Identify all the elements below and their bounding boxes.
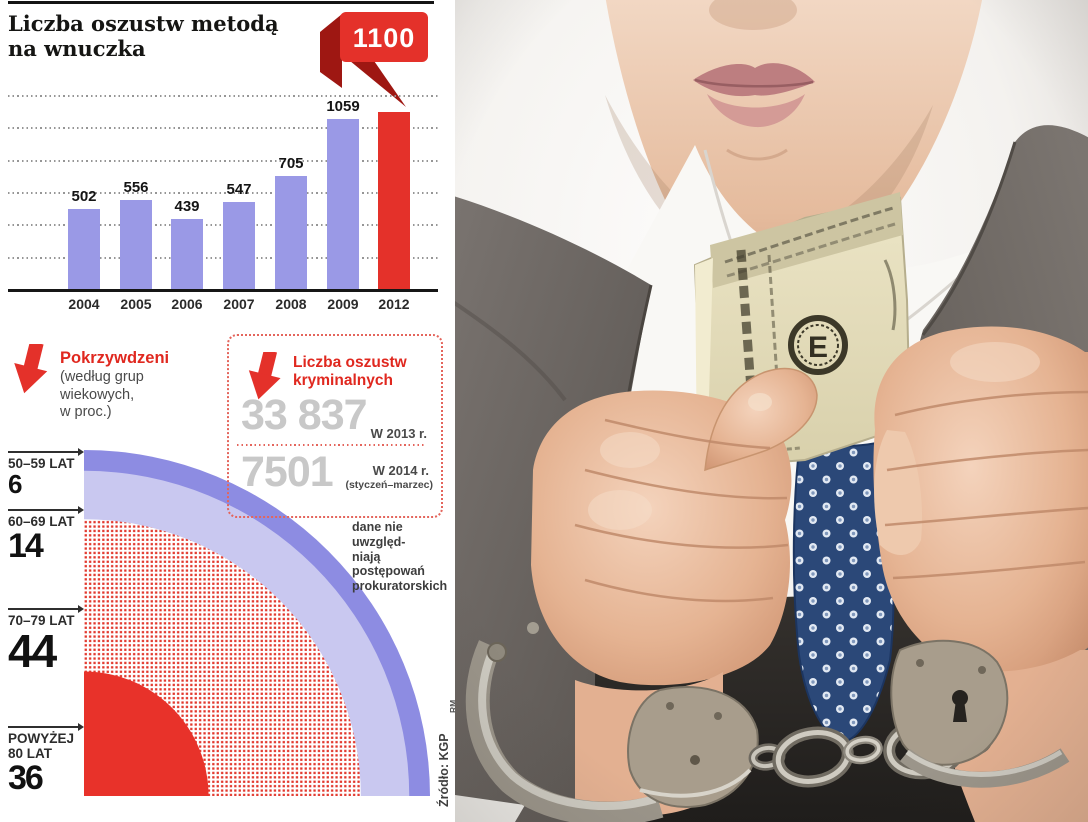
age-group-0: 50–59 LAT 6 [8,448,94,500]
age-group-value: 6 [8,469,22,500]
callout-fold [320,14,342,88]
age-group-3: POWYŻEJ 80 LAT 36 [8,723,94,798]
age-group-value: 36 [8,759,44,798]
bar-value-label: 547 [226,181,252,198]
bar-value-label: 556 [123,179,149,196]
age-group-quarter-chart [84,450,430,796]
down-arrow-icon [248,352,281,400]
fraud-count-2013: 33 837 [241,391,368,439]
victims-title: Pokrzywdzeni [60,349,170,367]
bar-2009 [327,119,359,290]
x-axis-year-label: 2009 [327,296,359,312]
bar-2012 [378,112,410,290]
bar-value-label: 705 [278,155,304,172]
age-group-label: 70–79 LAT [8,613,75,628]
victims-subtitle: (według grup wiekowych, w proc.) [60,369,144,421]
x-axis-year-label: 2006 [171,296,203,312]
down-arrow-icon [14,344,48,394]
fraud-period-2014: W 2014 r. [372,463,429,478]
bar-value-label: 1059 [326,98,360,115]
fraud-infographic-panel: Liczba oszustw metodą na wnuczka 1100 50… [0,0,458,822]
criminal-fraud-box: Liczba oszustw kryminalnych 33 837 W 201… [227,334,443,518]
bar-value-label: 502 [71,188,97,205]
age-group-label: 60–69 LAT [8,514,75,529]
x-axis-year-label: 2008 [275,296,307,312]
age-group-value: 14 [8,527,44,566]
fraud-period-2013: W 2013 r. [370,426,427,441]
source-label: Źródło: KGP [437,733,451,807]
callout-value: 1100 [353,23,416,53]
x-axis-year-label: 2012 [378,296,410,312]
fraud-box-title: Liczba oszustw kryminalnych [293,354,407,390]
age-group-label: 50–59 LAT [8,456,75,471]
x-axis-year-label: 2005 [120,296,152,312]
callout-arrow [344,56,406,107]
fraud-count-2014: 7501 [241,448,334,496]
x-axis-year-label: 2004 [68,296,100,312]
gridline [8,159,438,162]
photo-vignette [455,0,1088,822]
gridline [8,127,438,130]
chart-title: Liczba oszustw metodą na wnuczka [8,11,279,61]
photo-handcuffed-businessman-with-money: E [455,0,1088,822]
bar-2008 [275,176,307,290]
gridline [8,192,438,194]
dotted-separator [237,444,425,446]
x-axis-year-label: 2007 [223,296,255,312]
pointer-line [8,723,84,731]
pointer-line [8,605,84,613]
fraud-period-2014-detail: (styczeń–marzec) [345,479,433,491]
bar-2005 [120,200,152,290]
age-group-2: 70–79 LAT 44 [8,605,94,678]
age-group-1: 60–69 LAT 14 [8,506,94,566]
age-group-label: POWYŻEJ 80 LAT [8,731,75,762]
x-axis-line [8,289,438,292]
pointer-line [8,448,84,456]
gridline [8,95,438,97]
age-group-value: 44 [8,625,57,678]
bar-2006 [171,219,203,290]
bar-2007 [223,202,255,290]
callout-1100-ribbon: 1100 [320,12,428,107]
bar-2004 [68,209,100,290]
bar-value-label: 439 [174,198,200,215]
pointer-line [8,506,84,514]
top-rule [8,1,434,4]
data-disclaimer: dane nie uwzględ- niają postępowań proku… [352,520,448,593]
callout-box [340,12,428,62]
ring-powyżej-80-lat [84,671,209,796]
